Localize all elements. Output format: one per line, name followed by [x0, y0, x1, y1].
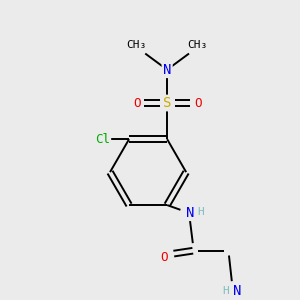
- Text: N: N: [163, 63, 171, 77]
- Text: CH₃: CH₃: [127, 40, 147, 50]
- Text: S: S: [163, 96, 171, 110]
- Text: H: H: [223, 286, 230, 296]
- Text: N: N: [233, 284, 242, 298]
- Text: Cl: Cl: [95, 133, 110, 146]
- Text: H: H: [197, 207, 204, 217]
- Text: O: O: [194, 97, 201, 110]
- Text: N: N: [186, 206, 194, 220]
- Text: O: O: [133, 97, 140, 110]
- Text: CH₃: CH₃: [188, 40, 208, 50]
- Text: O: O: [160, 251, 168, 264]
